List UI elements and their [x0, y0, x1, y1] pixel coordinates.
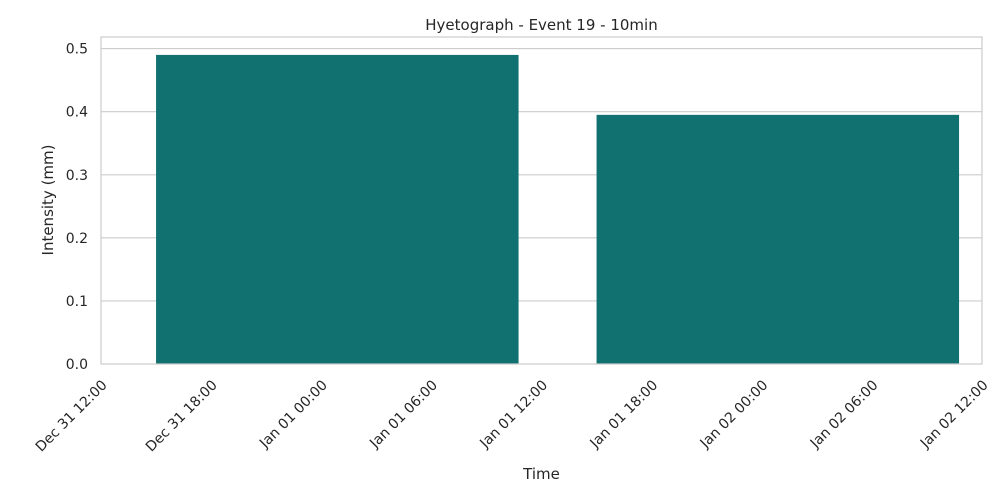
x-axis-label: Time	[522, 465, 560, 483]
y-tick-label: 0.3	[66, 168, 88, 184]
x-tick-label: Jan 02 12:00	[917, 377, 992, 452]
x-tick-label: Jan 01 12:00	[476, 377, 551, 452]
bar	[596, 114, 960, 365]
bar	[156, 54, 519, 364]
y-tick-label: 0.4	[66, 105, 88, 121]
y-tick-label: 0.2	[66, 231, 88, 247]
y-axis-ticks: 0.0 0.1 0.2 0.3 0.4 0.5	[66, 42, 88, 373]
x-tick-label: Dec 31 12:00	[33, 377, 111, 455]
plot-frame	[100, 36, 983, 365]
x-tick-label: Jan 01 00:00	[256, 377, 331, 452]
y-tick-label: 0.0	[66, 357, 88, 373]
y-tick-label: 0.5	[66, 42, 88, 58]
x-tick-label: Jan 02 00:00	[697, 377, 772, 452]
bars	[156, 54, 960, 365]
x-tick-label: Jan 01 18:00	[587, 377, 662, 452]
y-axis-label: Intensity (mm)	[39, 145, 57, 256]
x-tick-label: Jan 01 06:00	[366, 377, 441, 452]
x-axis-ticks: Dec 31 12:00 Dec 31 18:00 Jan 01 00:00 Jan …	[33, 377, 992, 455]
x-tick-label: Dec 31 18:00	[143, 377, 221, 455]
x-tick-label: Jan 02 06:00	[807, 377, 882, 452]
y-tick-label: 0.1	[66, 294, 88, 310]
chart-title: Hyetograph - Event 19 - 10min	[425, 16, 657, 34]
